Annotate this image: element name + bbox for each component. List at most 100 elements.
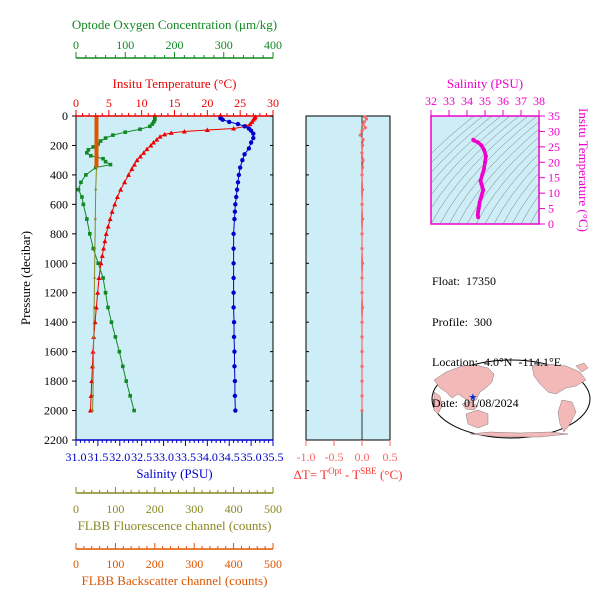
backscatter-tick-label: 500 — [264, 557, 282, 571]
oxygen-point — [76, 187, 81, 192]
salinity-tick-label: 34.5 — [219, 450, 240, 464]
delta-t-point — [360, 129, 364, 133]
temperature-point — [126, 172, 132, 177]
temperature-point — [141, 150, 147, 155]
salinity-point — [246, 146, 252, 151]
oxygen-tick-label: 0 — [73, 38, 79, 52]
delta-t-tick-label: -1.0 — [297, 450, 316, 464]
temperature-point — [96, 275, 102, 280]
delta-t-tick-label: 0.5 — [383, 450, 398, 464]
salinity-tick-label: 32.5 — [131, 450, 152, 464]
oxygen-point — [84, 173, 88, 177]
oxygen-point — [96, 261, 100, 266]
temperature-point — [204, 127, 210, 132]
delta-t-point — [360, 291, 364, 295]
delta-t-content — [358, 115, 369, 440]
temperature-point — [181, 128, 187, 134]
ts-density-contour — [431, 116, 484, 164]
salinity-point — [235, 121, 241, 127]
ts-density-contour — [484, 153, 539, 224]
ts-point — [480, 191, 485, 196]
delta-t-point — [360, 151, 364, 155]
oxygen-point — [113, 335, 118, 339]
temperature-point — [137, 154, 143, 159]
pressure-tick-label: 800 — [50, 227, 68, 241]
ts-density-contour — [493, 162, 539, 224]
salinity-point — [242, 152, 247, 157]
oxygen-point — [150, 122, 155, 126]
delta-t-point — [360, 335, 364, 339]
temperature-point — [148, 142, 154, 148]
salinity-point — [232, 209, 238, 214]
oxygen-point — [138, 127, 142, 132]
delta-t-point — [360, 379, 364, 383]
ts-density-contour — [431, 116, 529, 224]
salinity-point — [232, 378, 238, 384]
temperature-point — [87, 408, 93, 413]
delta-t-point — [360, 394, 364, 398]
oxygen-point — [88, 153, 93, 158]
backscatter-tick-label: 0 — [73, 557, 79, 571]
temperature-point — [134, 157, 140, 163]
delta-t-title-sup-2: SBE — [360, 466, 377, 476]
oxygen-point — [148, 124, 152, 129]
ts-density-contour — [475, 144, 539, 224]
delta-t-title-part-1: ΔT= T — [294, 467, 329, 482]
temperature-tick-label: 0 — [73, 96, 79, 110]
delta-t-title-part-3: (°C) — [377, 467, 403, 482]
salinity-point — [251, 131, 256, 136]
oxygen-point — [152, 120, 156, 124]
world-map: ★ — [431, 359, 591, 439]
fluorescence-tick-label: 200 — [146, 502, 164, 516]
delta-t-point — [360, 408, 364, 413]
ts-point — [476, 209, 481, 214]
oxygen-point — [108, 162, 113, 167]
ts-temperature-tick-label: 0 — [548, 217, 554, 231]
ts-point — [479, 194, 484, 199]
temperature-series-line — [89, 116, 256, 411]
delta-t-point — [361, 137, 365, 142]
land-north-america — [531, 363, 587, 395]
delta-t-point — [360, 188, 365, 192]
pressure-tick-label: 2000 — [44, 404, 68, 418]
land-eurasia — [433, 364, 495, 405]
pressure-tick-label: 1200 — [44, 286, 68, 300]
salinity-point — [232, 216, 237, 222]
salinity-point — [231, 334, 237, 340]
delta-t-point — [360, 143, 365, 148]
delta-t-point — [362, 120, 366, 124]
ts-temperature-tick-label: 10 — [548, 186, 560, 200]
oxygen-point — [81, 202, 86, 207]
salinity-tick-label: 32.0 — [109, 450, 130, 464]
backscatter-point — [91, 409, 94, 412]
ts-point — [482, 147, 487, 152]
delta-t-point — [360, 246, 364, 251]
oxygen-point — [98, 139, 103, 143]
land-indonesia — [461, 401, 479, 411]
ts-point — [471, 137, 476, 142]
delta-t-point — [360, 350, 364, 354]
salinity-point — [234, 187, 240, 192]
ts-salinity-tick-label: 35 — [479, 94, 491, 108]
ts-point — [475, 212, 480, 217]
backscatter-series-line — [92, 167, 97, 411]
oxygen-point — [103, 159, 108, 164]
fluorescence-tick-label: 400 — [225, 502, 243, 516]
salinity-point — [242, 124, 247, 129]
fluorescence-tick-label: 300 — [185, 502, 203, 516]
oxygen-point — [103, 290, 108, 295]
temperature-point — [103, 231, 109, 236]
delta-t-point — [360, 173, 364, 177]
temperature-point — [109, 209, 115, 214]
delta-t-point — [364, 117, 369, 121]
ts-salinity-tick-label: 37 — [515, 94, 527, 108]
salinity-tick-label: 31.5 — [87, 450, 108, 464]
delta-t-panel: -1.0 -0.5 0.0 0.5 ΔT= TOpt - TSBE (°C) — [294, 115, 403, 482]
temperature-point — [102, 238, 108, 244]
oxygen-point — [117, 349, 122, 354]
ts-salinity-tick-label: 32 — [425, 94, 437, 108]
salinity-tick-label: 35.0 — [241, 450, 262, 464]
salinity-point — [231, 275, 236, 281]
ts-density-contour — [520, 194, 539, 224]
salinity-point — [231, 319, 237, 325]
